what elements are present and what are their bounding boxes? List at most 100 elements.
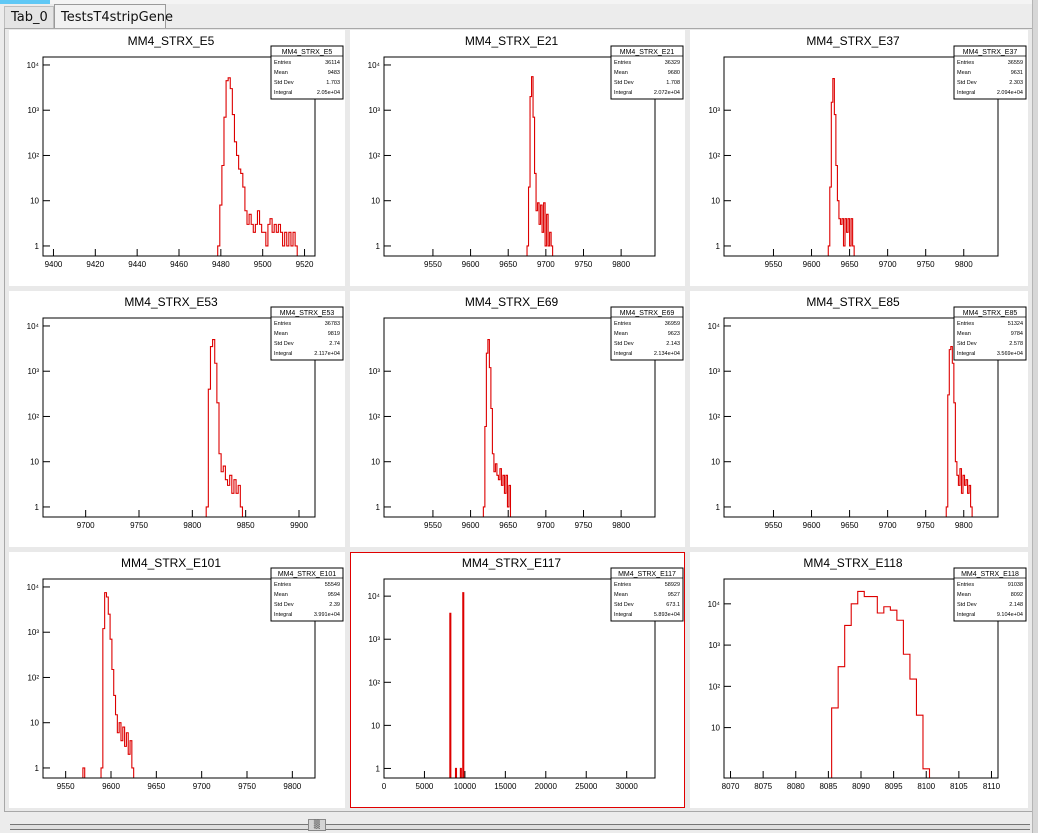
stats-box-name: MM4_STRX_E69 bbox=[620, 310, 675, 317]
y-tick-label: 10³ bbox=[368, 635, 380, 644]
x-tick-label: 20000 bbox=[535, 782, 558, 791]
stats-value: 9483 bbox=[328, 70, 340, 76]
histogram-pad-e118[interactable]: 8070 8075 8080 8085 8090 8095 8100 8105 8110 10 10… bbox=[690, 552, 1028, 808]
stats-label: Entries bbox=[274, 321, 291, 327]
y-tick-label: 10 bbox=[371, 458, 380, 467]
stats-value: 5.893e+04 bbox=[654, 612, 680, 618]
histogram-pad-e53[interactable]: 9700 9750 9800 9850 9900 1 10 10² 10³ 10⁴ MM4_STRX… bbox=[9, 291, 345, 547]
x-tick-label: 9600 bbox=[462, 521, 480, 530]
stats-value: 1.708 bbox=[666, 80, 680, 86]
y-tick-label: 10 bbox=[711, 458, 720, 467]
x-tick-label: 9550 bbox=[765, 260, 783, 269]
x-tick-label: 9500 bbox=[254, 260, 272, 269]
stats-value: 36114 bbox=[325, 60, 340, 66]
x-tick-label: 9600 bbox=[803, 260, 821, 269]
tab-tests-t4-strip-gene[interactable]: TestsT4stripGene bbox=[54, 4, 173, 30]
stats-label: Entries bbox=[614, 582, 631, 588]
stats-label: Entries bbox=[614, 321, 631, 327]
stats-label: Std Dev bbox=[274, 80, 294, 86]
x-tick-label: 10000 bbox=[454, 782, 477, 791]
histogram-pad-e101[interactable]: 9550 9600 9650 9700 9750 9800 1 10 10² 10³ 10⁴ MM4_… bbox=[9, 552, 345, 808]
stats-box: MM4_STRX_E37 Entries 36559 Mean 9631 Std Dev 2… bbox=[953, 45, 1027, 100]
histogram-pad-e117[interactable]: 0 5000 10000 15000 20000 25000 30000 1 10 10² 10³ 1… bbox=[350, 552, 685, 808]
histogram-title: MM4_STRX_E21 bbox=[465, 34, 559, 48]
y-tick-label: 10² bbox=[27, 673, 39, 682]
stats-label: Entries bbox=[957, 321, 974, 327]
stats-value: 9594 bbox=[328, 592, 340, 598]
stats-box-name: MM4_STRX_E53 bbox=[280, 310, 335, 317]
y-tick-label: 10⁴ bbox=[27, 61, 40, 70]
histogram-mm4-strx-e118: 8070 8075 8080 8085 8090 8095 8100 8105 8110 10 10… bbox=[690, 552, 1028, 808]
stats-label: Integral bbox=[274, 90, 292, 96]
x-tick-label: 8105 bbox=[950, 782, 968, 791]
x-tick-label: 9800 bbox=[955, 521, 973, 530]
stats-value: 36959 bbox=[665, 321, 680, 327]
stats-label: Integral bbox=[957, 90, 975, 96]
stats-label: Std Dev bbox=[614, 341, 634, 347]
x-tick-label: 9650 bbox=[841, 521, 859, 530]
histogram-title: MM4_STRX_E5 bbox=[128, 34, 215, 48]
y-tick-label: 10⁴ bbox=[368, 61, 381, 70]
stats-box-name: MM4_STRX_E117 bbox=[618, 571, 676, 578]
y-tick-label: 10⁴ bbox=[27, 583, 40, 592]
x-tick-label: 9480 bbox=[212, 260, 230, 269]
y-tick-label: 10 bbox=[30, 197, 39, 206]
horizontal-scrollbar-track[interactable] bbox=[10, 824, 1030, 830]
stats-value: 36559 bbox=[1008, 60, 1023, 66]
x-tick-label: 9440 bbox=[128, 260, 146, 269]
y-tick-label: 10² bbox=[708, 151, 720, 160]
tab-tab-0[interactable]: Tab_0 bbox=[4, 6, 54, 28]
y-tick-label: 10² bbox=[368, 151, 380, 160]
stats-box-frame bbox=[270, 306, 344, 361]
histogram-mm4-strx-e37: 9550 9600 9650 9700 9750 9800 1 10 10² 10³ MM4_STR… bbox=[690, 30, 1028, 286]
histogram-mm4-strx-e53: 9700 9750 9800 9850 9900 1 10 10² 10³ 10⁴ MM4_STRX… bbox=[9, 291, 345, 547]
x-tick-label: 9520 bbox=[296, 260, 314, 269]
x-tick-label: 9420 bbox=[86, 260, 104, 269]
y-tick-label: 10⁴ bbox=[708, 322, 721, 331]
x-tick-label: 9700 bbox=[879, 521, 897, 530]
y-tick-label: 10 bbox=[711, 724, 720, 733]
histogram-pad-e69[interactable]: 9550 9600 9650 9700 9750 9800 1 10 10² 10³ MM4_STR… bbox=[350, 291, 685, 547]
x-tick-label: 9750 bbox=[575, 521, 593, 530]
histogram-pad-e85[interactable]: 9550 9600 9650 9700 9750 9800 1 10 10² 10³ 10⁴ MM4_… bbox=[690, 291, 1028, 547]
histogram-pad-e21[interactable]: 9550 9600 9650 9700 9750 9800 1 10 10² 10³ 10⁴ MM4_… bbox=[350, 30, 685, 286]
x-tick-label: 8100 bbox=[917, 782, 935, 791]
stats-label: Entries bbox=[957, 60, 974, 66]
stats-box-frame bbox=[270, 567, 344, 622]
stats-label: Mean bbox=[957, 331, 971, 337]
histogram-pad-e37[interactable]: 9550 9600 9650 9700 9750 9800 1 10 10² 10³ MM4_STR… bbox=[690, 30, 1028, 286]
stats-label: Mean bbox=[274, 70, 288, 76]
stats-box-frame bbox=[610, 567, 684, 622]
stats-value: 9527 bbox=[668, 592, 680, 598]
histogram-line bbox=[831, 590, 931, 778]
histogram-title: MM4_STRX_E118 bbox=[803, 556, 902, 570]
x-tick-label: 9650 bbox=[841, 260, 859, 269]
x-tick-label: 9750 bbox=[917, 521, 935, 530]
stats-value: 2.148 bbox=[1009, 602, 1023, 608]
histogram-line bbox=[449, 592, 465, 778]
x-tick-label: 8070 bbox=[722, 782, 740, 791]
stats-box-frame bbox=[953, 306, 1027, 361]
x-tick-label: 15000 bbox=[494, 782, 517, 791]
histogram-pad-e5[interactable]: 9400 9420 9440 9460 9480 9500 9520 1 10 10² 10³ 10⁴… bbox=[9, 30, 345, 286]
y-tick-label: 1 bbox=[35, 503, 40, 512]
x-tick-label: 9700 bbox=[879, 260, 897, 269]
stats-label: Integral bbox=[274, 351, 292, 357]
stats-label: Mean bbox=[957, 70, 971, 76]
y-tick-label: 10² bbox=[368, 678, 380, 687]
x-tick-label: 8095 bbox=[885, 782, 903, 791]
scrollbar-thumb[interactable]: ▒ bbox=[308, 819, 326, 831]
y-tick-label: 10⁴ bbox=[368, 592, 381, 601]
stats-label: Integral bbox=[957, 612, 975, 618]
x-tick-label: 9800 bbox=[612, 260, 630, 269]
stats-box-name: MM4_STRX_E101 bbox=[278, 571, 336, 578]
stats-label: Integral bbox=[957, 351, 975, 357]
x-tick-label: 25000 bbox=[575, 782, 598, 791]
stats-label: Mean bbox=[274, 331, 288, 337]
x-tick-label: 9600 bbox=[102, 782, 120, 791]
stats-box-frame bbox=[953, 45, 1027, 100]
x-tick-label: 9700 bbox=[537, 260, 555, 269]
stats-label: Mean bbox=[614, 70, 628, 76]
histogram-title: MM4_STRX_E101 bbox=[121, 556, 221, 570]
y-tick-label: 10³ bbox=[708, 367, 720, 376]
